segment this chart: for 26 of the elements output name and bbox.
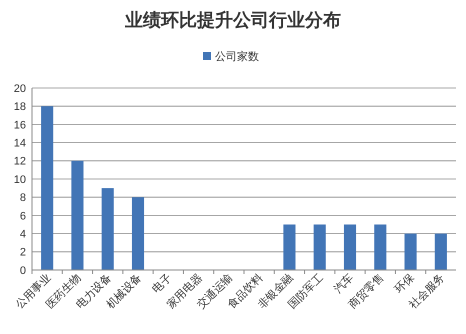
y-tick-label: 14: [14, 137, 26, 150]
y-tick-label: 4: [20, 228, 26, 240]
y-tick-label: 6: [20, 210, 26, 222]
bar: [314, 224, 326, 270]
y-tick-label: 20: [14, 82, 26, 95]
bar: [132, 197, 144, 270]
legend-label: 公司家数: [215, 50, 259, 63]
y-tick-label: 16: [14, 119, 26, 132]
bar: [404, 234, 417, 270]
y-tick-label: 12: [14, 156, 26, 168]
y-tick-label: 10: [14, 174, 26, 186]
y-tick-label: 2: [20, 246, 26, 259]
chart-title: 业绩环比提升公司行业分布: [124, 10, 341, 30]
bar: [41, 106, 54, 270]
x-tick-label: 环保: [392, 272, 417, 296]
y-tick-label: 18: [14, 101, 26, 114]
bar: [374, 224, 386, 270]
y-tick-label: 8: [20, 192, 26, 204]
bar: [102, 188, 114, 270]
bar: [344, 224, 356, 270]
bar: [434, 234, 447, 270]
bar: [71, 160, 84, 270]
x-tick-label: 汽车: [331, 270, 356, 296]
x-tick-label: 电子: [150, 270, 174, 296]
y-tick-label: 0: [20, 264, 26, 277]
bar: [283, 224, 296, 270]
